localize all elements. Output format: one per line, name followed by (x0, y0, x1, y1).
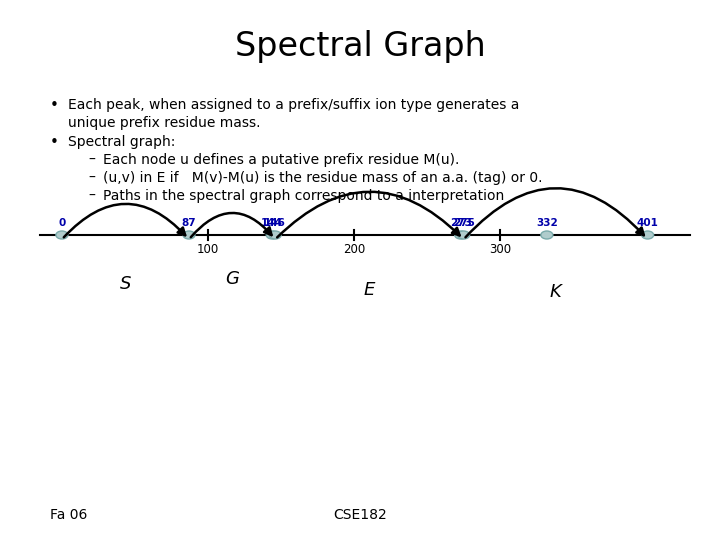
Text: Spectral Graph: Spectral Graph (235, 30, 485, 63)
Text: 273: 273 (450, 218, 472, 228)
Text: Spectral graph:: Spectral graph: (68, 135, 176, 149)
Ellipse shape (541, 231, 553, 239)
Text: •: • (50, 98, 59, 113)
Text: 401: 401 (636, 218, 659, 228)
Text: 300: 300 (489, 243, 511, 256)
Text: unique prefix residue mass.: unique prefix residue mass. (68, 116, 261, 130)
Ellipse shape (266, 231, 278, 239)
Text: 144: 144 (261, 218, 283, 228)
Text: Each node u defines a putative prefix residue M(u).: Each node u defines a putative prefix re… (103, 153, 459, 167)
Text: Fa 06: Fa 06 (50, 508, 87, 522)
Text: –: – (88, 171, 95, 185)
Ellipse shape (183, 231, 195, 239)
Text: 100: 100 (197, 243, 219, 256)
Ellipse shape (454, 231, 467, 239)
Text: K: K (550, 283, 562, 301)
Ellipse shape (458, 231, 469, 239)
Text: 200: 200 (343, 243, 365, 256)
Text: Each peak, when assigned to a prefix/suffix ion type generates a: Each peak, when assigned to a prefix/suf… (68, 98, 519, 112)
Text: –: – (88, 153, 95, 167)
Text: G: G (225, 270, 239, 288)
Ellipse shape (269, 231, 282, 239)
Text: (u,v) in E if   M(v)-M(u) is the residue mass of an a.a. (tag) or 0.: (u,v) in E if M(v)-M(u) is the residue m… (103, 171, 542, 185)
Text: 146: 146 (264, 218, 286, 228)
Text: E: E (364, 281, 375, 299)
Ellipse shape (56, 231, 68, 239)
Ellipse shape (642, 231, 654, 239)
Text: •: • (50, 135, 59, 150)
Text: 332: 332 (536, 218, 558, 228)
Text: 275: 275 (453, 218, 474, 228)
Text: –: – (88, 189, 95, 203)
Text: 0: 0 (58, 218, 66, 228)
Text: Paths in the spectral graph correspond to a interpretation: Paths in the spectral graph correspond t… (103, 189, 504, 203)
Text: CSE182: CSE182 (333, 508, 387, 522)
Text: S: S (120, 275, 131, 293)
Text: 87: 87 (181, 218, 197, 228)
